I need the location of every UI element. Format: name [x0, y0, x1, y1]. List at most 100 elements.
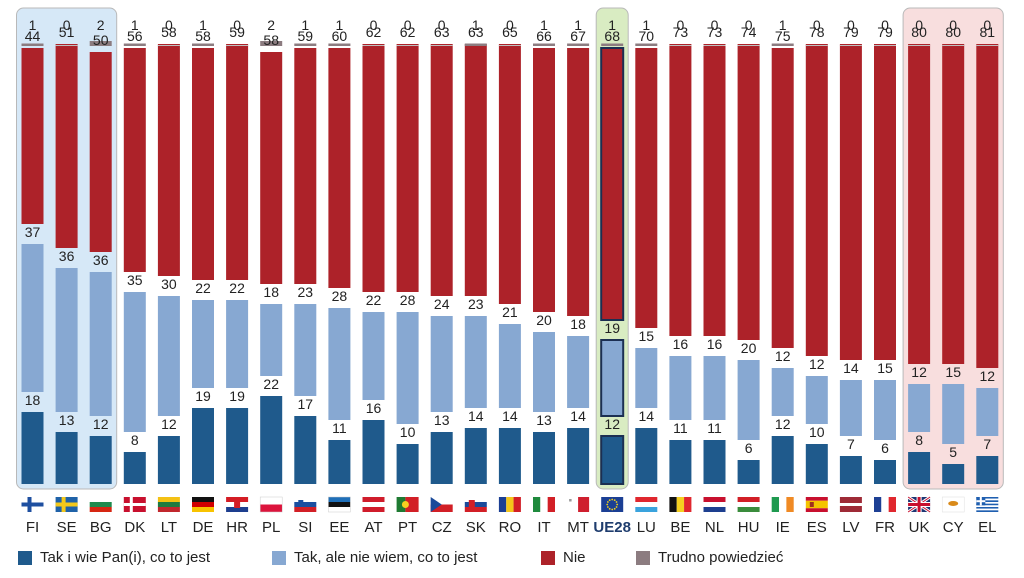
bar-dont-know-PT [396, 312, 419, 424]
label-know-MT: 14 [570, 408, 586, 424]
bar-hard-to-say-SK [464, 43, 487, 46]
label-no-BG: 50 [93, 32, 109, 48]
label-hard-to-say-DK: 1 [131, 17, 139, 33]
flag-part [298, 500, 304, 506]
label-hard-to-say-LU: 1 [642, 17, 650, 33]
category-label-ES: ES [807, 519, 827, 536]
label-no-HU: 74 [741, 24, 757, 40]
label-no-PT: 62 [400, 24, 416, 40]
flag-part [805, 508, 828, 512]
flag-part [89, 507, 112, 512]
flag-part [226, 507, 249, 512]
flag-icon-LV [839, 497, 862, 512]
bar-no-UK [908, 44, 931, 364]
bar-hard-to-say-SI [294, 43, 317, 46]
label-dont-know-SE: 36 [59, 248, 75, 264]
bar-dont-know-IE [771, 368, 794, 416]
bar-hard-to-say-UK [908, 45, 931, 46]
bar-dont-know-LT [157, 296, 180, 416]
flag-icon-BG [89, 497, 112, 512]
bar-no-EE [328, 48, 351, 288]
legend-label: Trudno powiedzieć [658, 549, 784, 566]
legend-swatch-red [541, 550, 555, 565]
bar-no-FI [21, 48, 44, 224]
flag-part [430, 504, 453, 512]
bar-no-HR [226, 44, 249, 280]
flag-part [805, 497, 828, 501]
bar-dont-know-DE [192, 300, 214, 388]
label-know-LT: 12 [161, 416, 177, 432]
flag-part [839, 506, 862, 512]
bar-no-CY [942, 44, 965, 364]
label-know-FI: 18 [25, 392, 41, 408]
label-hard-to-say-RO: 0 [506, 17, 514, 33]
bar-no-FR [874, 44, 896, 360]
flag-border [941, 496, 965, 513]
flag-part [513, 497, 521, 512]
flag-part [89, 502, 112, 507]
category-label-FI: FI [26, 519, 39, 536]
label-hard-to-say-DE: 1 [199, 17, 207, 33]
flag-icon-DK [123, 497, 146, 512]
bars [21, 41, 999, 485]
flag-icon-BE [669, 497, 692, 512]
label-no-PL: 58 [263, 32, 279, 48]
category-label-FR: FR [875, 519, 895, 536]
bar-dont-know-CZ [430, 316, 453, 412]
label-dont-know-IT: 20 [536, 312, 552, 328]
label-know-PL: 22 [263, 376, 279, 392]
label-no-DE: 58 [195, 28, 211, 44]
label-no-EE: 60 [332, 28, 348, 44]
label-dont-know-DK: 35 [127, 272, 143, 288]
label-no-NL: 73 [707, 24, 723, 40]
bar-know-UE28 [600, 435, 625, 485]
bar-know-BE [669, 440, 692, 484]
label-dont-know-BG: 36 [93, 252, 109, 268]
legend-swatch-grey [636, 550, 650, 565]
bar-hard-to-say-NL [703, 45, 726, 46]
category-label-BG: BG [90, 519, 112, 536]
bar-dont-know-HR [226, 300, 249, 388]
flag-icon-LU [635, 497, 658, 512]
bar-dont-know-UK [908, 384, 931, 432]
legend-label: Tak, ale nie wiem, co to jest [294, 549, 478, 566]
label-no-CZ: 63 [434, 24, 450, 40]
label-know-LU: 14 [639, 408, 655, 424]
label-know-ES: 10 [809, 424, 825, 440]
bar-dont-know-RO [498, 324, 521, 408]
flag-part [468, 500, 475, 508]
bar-know-LU [635, 428, 658, 484]
category-label-SI: SI [298, 519, 312, 536]
label-dont-know-NL: 16 [707, 336, 723, 352]
bar-know-CZ [430, 432, 453, 484]
flag-part [157, 507, 180, 512]
bar-know-FI [21, 412, 44, 484]
label-hard-to-say-SK: 1 [472, 17, 480, 33]
flag-icon-LT [157, 497, 180, 512]
flag-icon-MT [567, 497, 590, 512]
legend-item-hard-to-say: Trudno powiedzieć [636, 549, 783, 566]
flag-icon-HR [226, 497, 249, 512]
bar-hard-to-say-RO [498, 45, 521, 46]
flag-part [328, 507, 351, 512]
legend-label: Tak i wie Pan(i), co to jest [40, 549, 211, 566]
category-label-RO: RO [499, 519, 522, 536]
bar-hard-to-say-CZ [430, 45, 453, 46]
bar-no-IT [533, 48, 555, 312]
label-hard-to-say-IE: 1 [779, 17, 787, 33]
label-no-SE: 51 [59, 24, 75, 40]
bar-no-BG [89, 52, 112, 252]
legend-swatch-light-blue [272, 550, 286, 565]
bar-no-SE [55, 44, 78, 248]
label-dont-know-LV: 14 [843, 360, 859, 376]
flag-part [976, 500, 986, 503]
flag-part [89, 497, 112, 502]
legend: Tak i wie Pan(i), co to jest Tak, ale ni… [14, 549, 1014, 571]
bar-hard-to-say-AT [362, 45, 385, 46]
label-hard-to-say-EE: 1 [336, 17, 344, 33]
flag-part [976, 500, 999, 502]
flag-icon-AT [362, 497, 385, 512]
flag-part [362, 507, 385, 512]
category-label-NL: NL [705, 519, 724, 536]
label-no-IE: 75 [775, 28, 791, 44]
